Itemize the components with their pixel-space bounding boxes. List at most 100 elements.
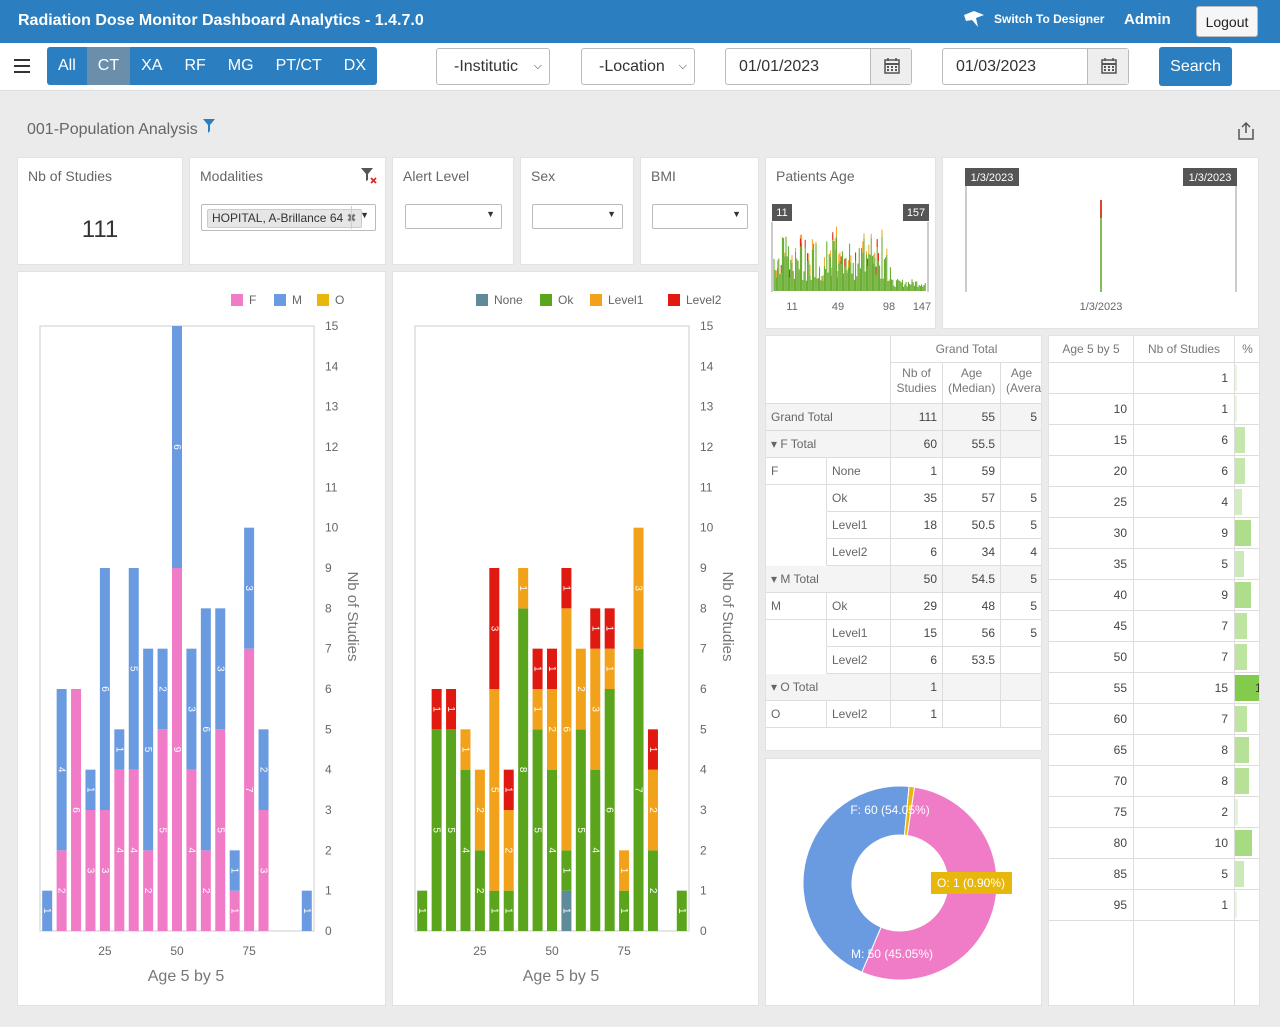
bar-segment[interactable]: [114, 729, 125, 770]
age-grid-header[interactable]: Age 5 by 5: [1049, 336, 1134, 363]
bar-segment[interactable]: [604, 648, 615, 689]
alert-level-select[interactable]: ▼: [405, 204, 502, 229]
bar-segment[interactable]: [604, 608, 615, 649]
bar-segment[interactable]: [518, 568, 529, 609]
bar-segment[interactable]: [633, 648, 644, 931]
bar-segment[interactable]: [258, 810, 269, 931]
bar-segment[interactable]: [446, 729, 457, 931]
bar-segment[interactable]: [128, 568, 139, 770]
bar-segment[interactable]: [172, 326, 182, 568]
bar-segment[interactable]: [590, 648, 601, 770]
bar-segment[interactable]: [647, 850, 658, 931]
bar-segment[interactable]: [532, 729, 543, 931]
bar-segment[interactable]: [561, 568, 572, 609]
modality-tab-mg[interactable]: MG: [227, 57, 254, 74]
bar-segment[interactable]: [99, 810, 110, 931]
modality-tab-pt-ct[interactable]: PT/CT: [275, 57, 322, 74]
bar-segment[interactable]: [604, 689, 615, 931]
bar-segment[interactable]: [42, 890, 53, 931]
donut-slice[interactable]: [903, 785, 916, 837]
bar-segment[interactable]: [215, 729, 226, 931]
bar-segment[interactable]: [431, 689, 442, 730]
bar-segment[interactable]: [460, 769, 471, 931]
bar-segment[interactable]: [561, 850, 572, 891]
age-grid-header[interactable]: Nb of Studies: [1134, 336, 1235, 363]
bar-segment[interactable]: [85, 769, 96, 810]
bar-segment[interactable]: [503, 810, 514, 891]
modality-tab-xa[interactable]: XA: [141, 57, 163, 74]
bar-segment[interactable]: [431, 729, 442, 931]
bar-segment[interactable]: [215, 608, 226, 730]
bar-segment[interactable]: [157, 729, 168, 931]
bar-segment[interactable]: [56, 850, 67, 931]
date-from-field[interactable]: 01/01/2023: [725, 48, 912, 85]
pivot-row-label[interactable]: ▾ F Total: [766, 431, 891, 458]
bar-segment[interactable]: [590, 769, 601, 931]
modality-tab-all[interactable]: All: [58, 57, 76, 74]
bar-segment[interactable]: [417, 890, 428, 931]
bar-segment[interactable]: [633, 527, 644, 649]
donut-slice[interactable]: [802, 785, 910, 973]
bar-segment[interactable]: [114, 769, 125, 931]
pivot-row-label[interactable]: Grand Total: [766, 404, 891, 431]
bar-segment[interactable]: [229, 890, 240, 931]
calendar-icon[interactable]: [870, 49, 911, 84]
modality-tab-dx[interactable]: DX: [343, 57, 367, 74]
logout-button[interactable]: Logout: [1196, 6, 1258, 37]
bar-segment[interactable]: [71, 689, 82, 931]
bar-segment[interactable]: [244, 527, 255, 649]
bar-segment[interactable]: [489, 568, 500, 689]
bar-segment[interactable]: [186, 648, 197, 770]
modality-tag[interactable]: HOPITAL, A-Brillance 64 ✖: [207, 209, 362, 228]
range-min-handle[interactable]: [772, 204, 792, 221]
menu-icon[interactable]: [14, 59, 30, 73]
pivot-col-header[interactable]: Age (Median): [943, 363, 1001, 404]
date-start-handle[interactable]: [965, 168, 1019, 186]
user-name[interactable]: Admin: [1124, 11, 1171, 28]
bar-segment[interactable]: [186, 769, 197, 931]
modalities-select[interactable]: HOPITAL, A-Brillance 64 ✖ ▼: [201, 204, 376, 231]
bar-segment[interactable]: [561, 608, 572, 851]
bar-segment[interactable]: [200, 608, 211, 851]
clear-filter-icon[interactable]: [360, 167, 378, 185]
bar-segment[interactable]: [474, 850, 485, 931]
bar-segment[interactable]: [547, 648, 557, 689]
bar-segment[interactable]: [676, 890, 687, 931]
bar-segment[interactable]: [301, 890, 312, 931]
institution-select[interactable]: -Institutic ⌵: [436, 48, 550, 85]
export-icon[interactable]: [1237, 121, 1255, 141]
bar-segment[interactable]: [532, 648, 543, 689]
bar-segment[interactable]: [85, 810, 96, 931]
bar-segment[interactable]: [143, 850, 154, 931]
bar-segment[interactable]: [200, 850, 211, 931]
bar-segment[interactable]: [590, 608, 601, 649]
bar-segment[interactable]: [619, 850, 630, 891]
bar-segment[interactable]: [518, 608, 529, 931]
date-end-handle[interactable]: [1183, 168, 1237, 186]
bar-segment[interactable]: [474, 769, 485, 851]
pivot-row-label[interactable]: ▾ M Total: [766, 566, 891, 593]
bar-segment[interactable]: [229, 850, 240, 891]
bar-segment[interactable]: [446, 689, 457, 730]
bar-segment[interactable]: [244, 648, 255, 931]
bar-segment[interactable]: [489, 689, 500, 891]
bar-segment[interactable]: [547, 689, 557, 770]
pivot-row-label[interactable]: ▾ O Total: [766, 674, 891, 701]
bar-segment[interactable]: [157, 648, 168, 730]
modality-tab-rf[interactable]: RF: [184, 57, 206, 74]
age-range-slider[interactable]: 11 157 11 49 98 147: [766, 158, 937, 330]
bar-segment[interactable]: [575, 729, 586, 931]
range-max-handle[interactable]: [903, 204, 929, 221]
bar-segment[interactable]: [647, 729, 658, 770]
bar-segment[interactable]: [503, 890, 514, 931]
bar-segment[interactable]: [99, 568, 110, 810]
bar-segment[interactable]: [561, 890, 572, 931]
bmi-select[interactable]: ▼: [652, 204, 748, 229]
bar-segment[interactable]: [647, 769, 658, 851]
filter-icon[interactable]: [203, 119, 215, 133]
bar-segment[interactable]: [619, 890, 630, 931]
bar-segment[interactable]: [172, 568, 182, 931]
date-to-field[interactable]: 01/03/2023: [942, 48, 1129, 85]
bar-segment[interactable]: [128, 769, 139, 931]
location-select[interactable]: -Location ⌵: [581, 48, 695, 85]
